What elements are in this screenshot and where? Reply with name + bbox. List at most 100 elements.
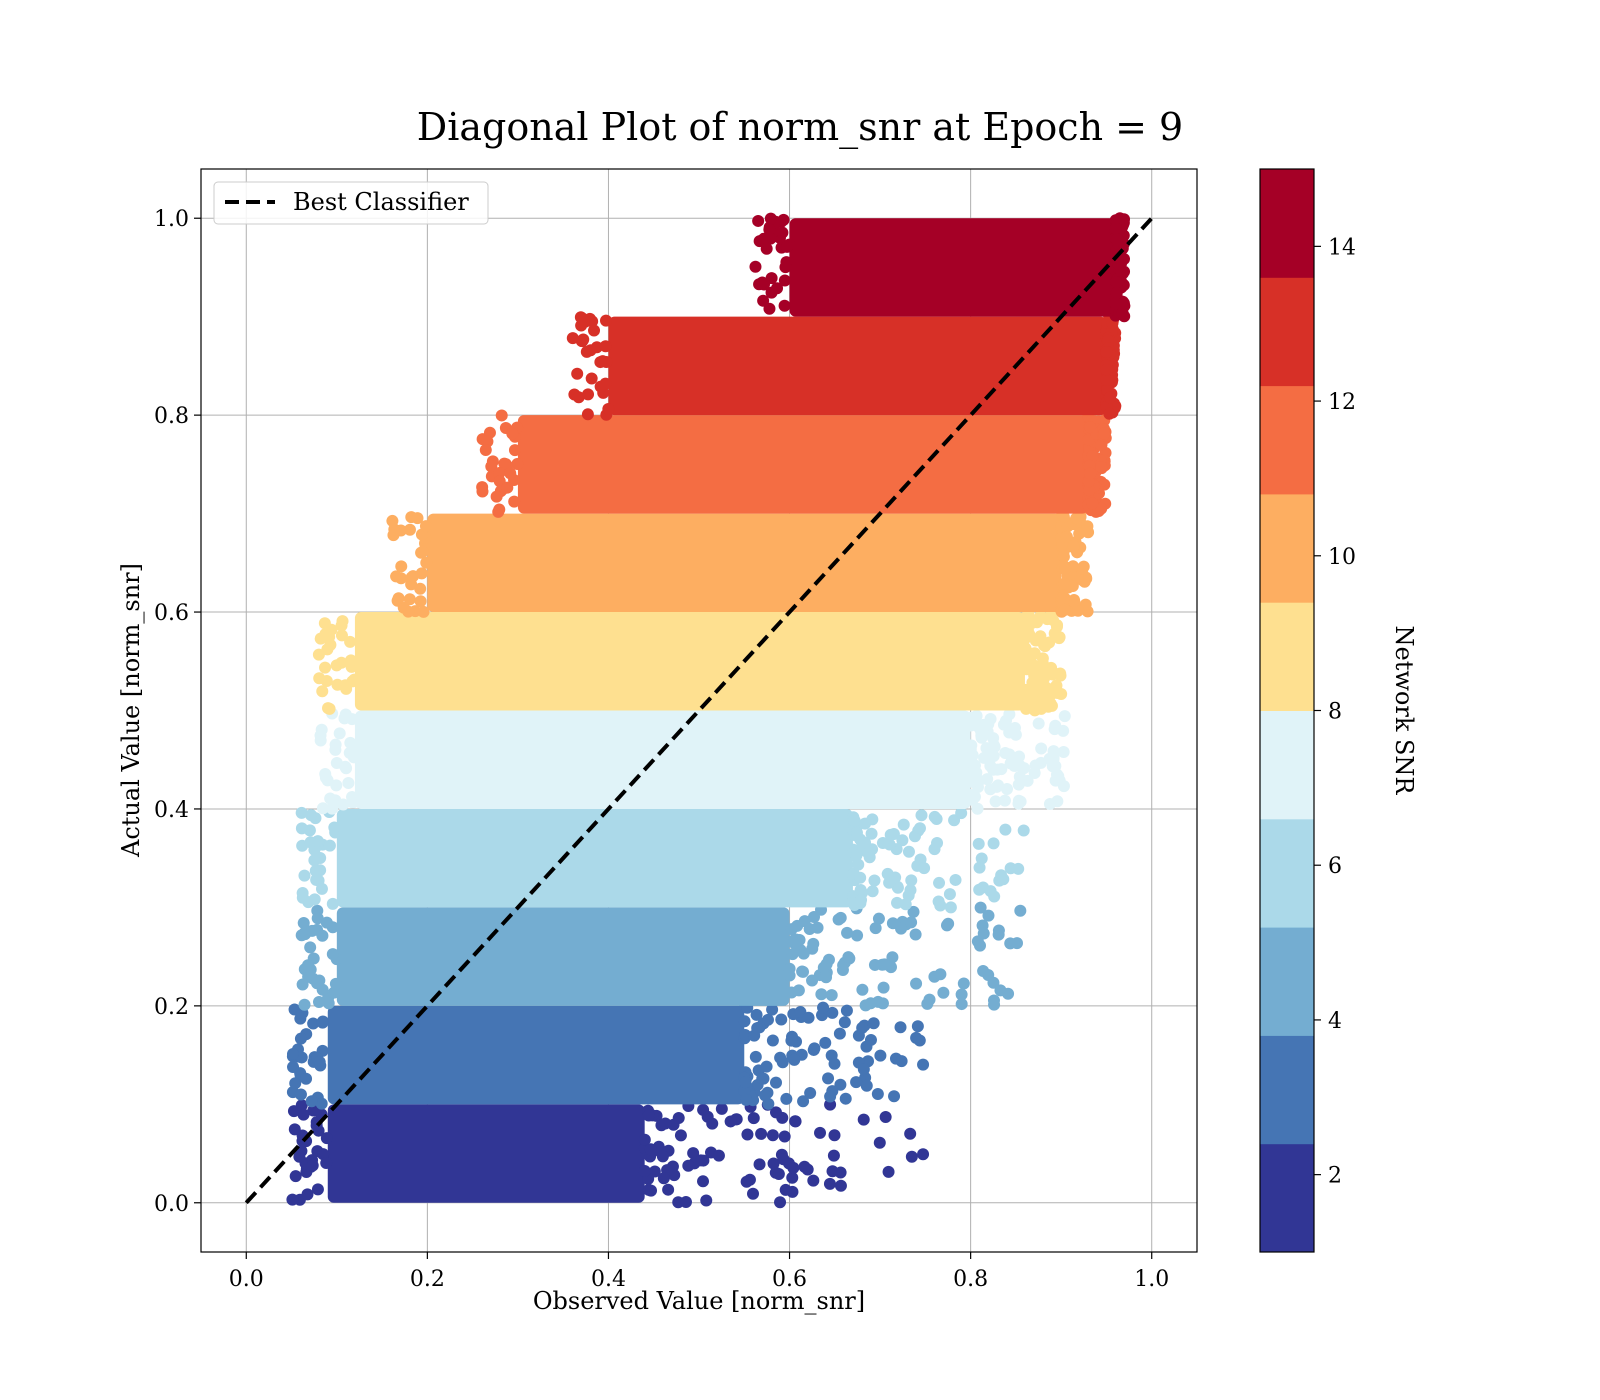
scatter-point bbox=[760, 1060, 773, 1073]
scatter-point bbox=[1084, 421, 1097, 434]
scatter-point bbox=[949, 873, 962, 886]
colorbar-segment bbox=[1260, 385, 1314, 495]
scatter-point bbox=[594, 356, 607, 369]
scatter-point bbox=[1116, 306, 1129, 319]
scatter-point bbox=[895, 1055, 908, 1068]
colorbar-segment bbox=[1260, 710, 1314, 820]
scatter-point bbox=[965, 751, 978, 764]
scatter-point bbox=[1084, 467, 1097, 480]
scatter-point bbox=[891, 896, 904, 909]
scatter-point bbox=[826, 1006, 839, 1019]
band-core bbox=[336, 808, 853, 908]
scatter-point bbox=[316, 929, 329, 942]
y-axis-ticks: 0.0 0.2 0.4 0.6 0.8 1.0 bbox=[154, 207, 201, 1217]
scatter-point bbox=[792, 984, 805, 997]
colorbar-segment bbox=[1260, 927, 1314, 1036]
scatter-point bbox=[905, 916, 918, 929]
scatter-point bbox=[828, 1057, 841, 1070]
scatter-point bbox=[798, 1160, 811, 1173]
scatter-point bbox=[286, 1193, 299, 1206]
scatter-point bbox=[1013, 750, 1026, 763]
scatter-point bbox=[905, 874, 918, 887]
colorbar-tick-label: 12 bbox=[1328, 390, 1356, 415]
scatter-point bbox=[508, 444, 521, 457]
scatter-point bbox=[1057, 780, 1070, 793]
scatter-point bbox=[833, 1027, 846, 1040]
scatter-point bbox=[339, 760, 352, 773]
scatter-point bbox=[883, 876, 896, 889]
scatter-point bbox=[344, 654, 357, 667]
scatter-point bbox=[779, 261, 792, 274]
scatter-point bbox=[1047, 751, 1060, 764]
scatter-point bbox=[860, 1079, 873, 1092]
scatter-point bbox=[802, 1011, 815, 1024]
scatter-point bbox=[824, 1090, 837, 1103]
scatter-point bbox=[915, 809, 928, 822]
scatter-point bbox=[756, 276, 769, 289]
scatter-point bbox=[1103, 407, 1116, 420]
scatter-point bbox=[739, 1028, 752, 1041]
scatter-point bbox=[392, 592, 405, 605]
scatter-point bbox=[1060, 530, 1073, 543]
colorbar-segment bbox=[1260, 602, 1314, 711]
x-axis-label: Observed Value [norm_snr] bbox=[533, 1287, 865, 1315]
scatter-point bbox=[492, 505, 505, 518]
snr-band-2 bbox=[286, 1000, 930, 1110]
scatter-point bbox=[977, 881, 990, 894]
scatter-point bbox=[1076, 562, 1089, 575]
scatter-point bbox=[827, 1149, 840, 1162]
snr-band-5 bbox=[314, 707, 1071, 815]
scatter-point bbox=[342, 777, 355, 790]
scatter-point bbox=[857, 1113, 870, 1126]
scatter-point bbox=[836, 964, 849, 977]
colorbar-segment bbox=[1260, 818, 1314, 928]
scatter-point bbox=[780, 240, 793, 253]
scatter-point bbox=[751, 1022, 764, 1035]
scatter-point bbox=[871, 1088, 884, 1101]
scatter-point bbox=[896, 834, 909, 847]
scatter-point bbox=[308, 854, 321, 867]
scatter-point bbox=[333, 727, 346, 740]
scatter-point bbox=[851, 929, 864, 942]
scatter-point bbox=[314, 1059, 327, 1072]
y-tick-label: 0.4 bbox=[154, 798, 189, 823]
scatter-point bbox=[838, 1016, 851, 1029]
scatter-point bbox=[763, 223, 776, 236]
scatter-point bbox=[856, 1021, 869, 1034]
scatter-point bbox=[828, 1129, 841, 1142]
colorbar-tick-label: 2 bbox=[1328, 1164, 1342, 1189]
scatter-point bbox=[344, 635, 357, 648]
scatter-point bbox=[987, 976, 1000, 989]
scatter-point bbox=[807, 910, 820, 923]
scatter-point bbox=[304, 941, 317, 954]
scatter-point bbox=[485, 460, 498, 473]
scatter-point bbox=[1072, 604, 1085, 617]
scatter-point bbox=[740, 1093, 753, 1106]
colorbar-segment bbox=[1260, 169, 1314, 278]
scatter-point bbox=[1050, 620, 1063, 633]
legend-label-best-classifier: Best Classifier bbox=[293, 188, 469, 216]
band-core bbox=[327, 1005, 745, 1105]
scatter-point bbox=[1098, 427, 1111, 440]
scatter-point bbox=[322, 702, 335, 715]
scatter-point bbox=[288, 1123, 301, 1136]
scatter-point bbox=[817, 1001, 830, 1014]
scatter-point bbox=[419, 520, 432, 533]
scatter-point bbox=[981, 773, 994, 786]
scatter-point bbox=[864, 1033, 877, 1046]
scatter-point bbox=[1010, 937, 1023, 950]
scatter-point bbox=[869, 922, 882, 935]
scatter-point bbox=[917, 1148, 930, 1161]
scatter-point bbox=[307, 1017, 320, 1030]
scatter-point bbox=[414, 595, 427, 608]
band-core bbox=[336, 907, 790, 1006]
scatter-point bbox=[638, 1165, 651, 1178]
scatter-point bbox=[1048, 723, 1061, 736]
scatter-point bbox=[955, 988, 968, 1001]
scatter-point bbox=[787, 936, 800, 949]
scatter-point bbox=[294, 1088, 307, 1101]
scatter-point bbox=[1059, 562, 1072, 575]
scatter-point bbox=[403, 523, 416, 536]
scatter-point bbox=[320, 1157, 333, 1170]
